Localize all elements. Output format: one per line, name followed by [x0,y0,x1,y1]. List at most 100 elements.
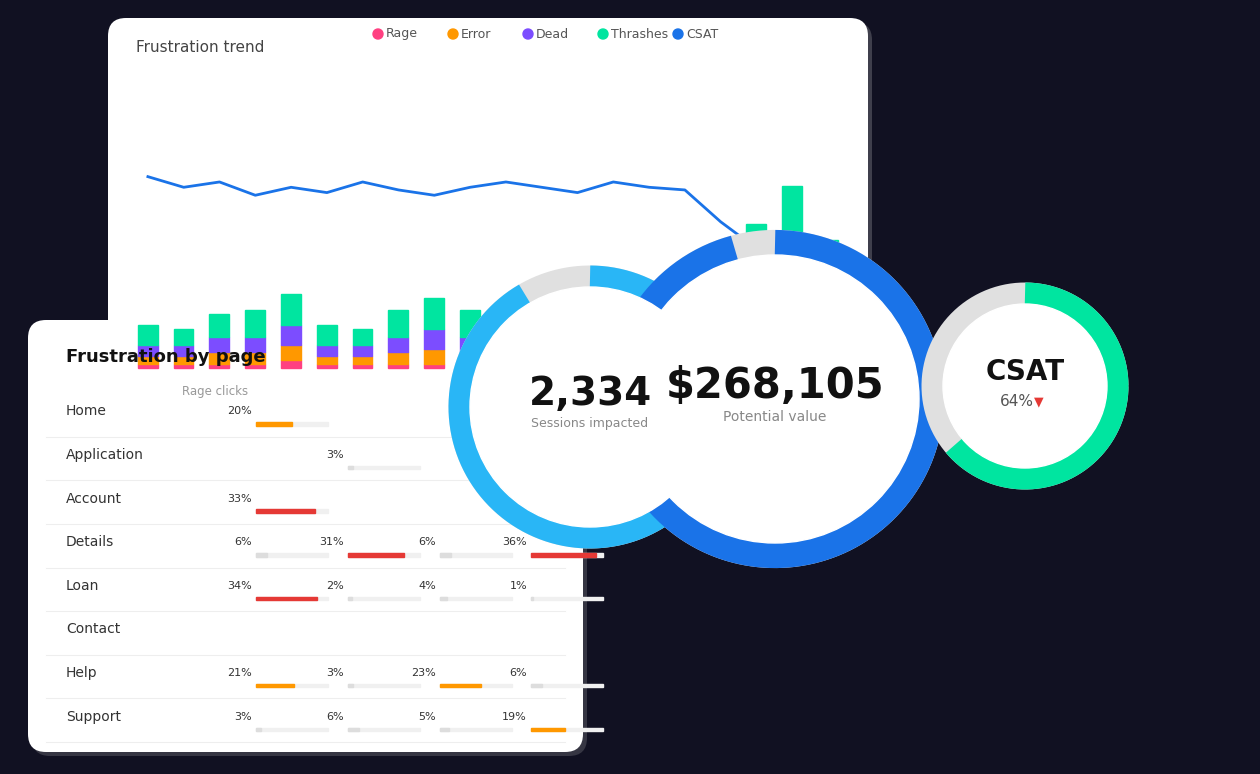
Text: Application: Application [66,448,144,462]
Bar [440,553,451,557]
Bar [256,728,261,731]
Bar [209,337,229,352]
Bar [675,337,694,352]
Text: 23%: 23% [411,668,436,678]
Bar [604,352,622,364]
Bar [818,298,838,333]
FancyBboxPatch shape [32,324,587,756]
Bar [388,337,408,352]
Bar [174,356,193,364]
Bar [675,364,694,368]
Bar [316,344,336,356]
Bar [316,364,336,368]
Text: 36%: 36% [503,537,527,547]
Bar [532,337,552,352]
Text: ▼: ▼ [1034,396,1043,409]
Bar [256,423,328,426]
Bar [246,310,265,337]
Bar [353,356,373,364]
Bar [460,352,480,364]
Bar [711,263,731,310]
Bar [316,356,336,364]
Circle shape [631,255,919,543]
Bar [532,364,552,368]
Bar [675,352,694,364]
Text: CSAT: CSAT [985,358,1065,386]
Bar [567,290,587,325]
Bar [460,337,480,352]
Text: 31%: 31% [319,537,344,547]
Bar [174,329,193,344]
Bar [818,333,838,356]
Bar [353,364,373,368]
Bar [353,344,373,356]
Bar [604,364,622,368]
FancyBboxPatch shape [28,320,583,752]
Bar [530,684,604,687]
Text: Potential value: Potential value [723,410,827,424]
Bar [746,325,766,352]
Bar [388,310,408,337]
Text: Loan: Loan [66,579,100,593]
Bar [530,597,533,600]
Circle shape [673,29,683,39]
Bar [746,352,766,368]
Bar [174,344,193,356]
Circle shape [470,287,709,527]
Bar [137,344,158,356]
Bar [388,364,408,368]
FancyBboxPatch shape [108,18,868,386]
Bar [460,310,480,337]
Bar [137,325,158,344]
Bar [530,597,604,600]
Text: 6%: 6% [418,537,436,547]
Bar [782,263,801,313]
Bar [256,423,292,426]
Text: 3%: 3% [326,450,344,460]
Circle shape [523,29,533,39]
Bar [353,329,373,344]
Bar [425,298,444,329]
Bar [782,186,801,263]
Bar [316,325,336,344]
Bar [348,553,403,557]
Bar [256,553,328,557]
Bar [281,344,301,360]
Bar [532,352,552,364]
Bar [496,344,515,356]
Bar [567,325,587,344]
Bar [639,364,659,368]
Bar [209,364,229,368]
Bar [604,310,622,337]
Text: Frustration by page: Frustration by page [66,348,266,366]
Text: 3%: 3% [234,712,252,721]
Bar [348,684,420,687]
Text: Thrashes: Thrashes [611,28,668,40]
Bar [281,294,301,325]
Text: 34%: 34% [227,580,252,591]
FancyBboxPatch shape [112,22,872,390]
Bar [256,509,315,513]
Bar [496,364,515,368]
Bar [675,310,694,337]
Text: Account: Account [66,491,122,505]
Text: Rage: Rage [386,28,418,40]
Bar [460,364,480,368]
Bar [818,356,838,368]
Text: 2%: 2% [326,580,344,591]
Text: 4%: 4% [418,580,436,591]
Bar [530,728,604,731]
Bar [530,728,566,731]
Text: 6%: 6% [509,668,527,678]
Bar [496,356,515,364]
Text: Rage clicks: Rage clicks [181,385,248,398]
Circle shape [942,304,1108,468]
Bar [137,356,158,364]
Bar [639,325,659,344]
Bar [440,684,481,687]
Text: 2,334: 2,334 [528,375,651,413]
Bar [256,509,328,513]
Bar [711,337,731,356]
Circle shape [598,29,609,39]
Bar [782,313,801,348]
